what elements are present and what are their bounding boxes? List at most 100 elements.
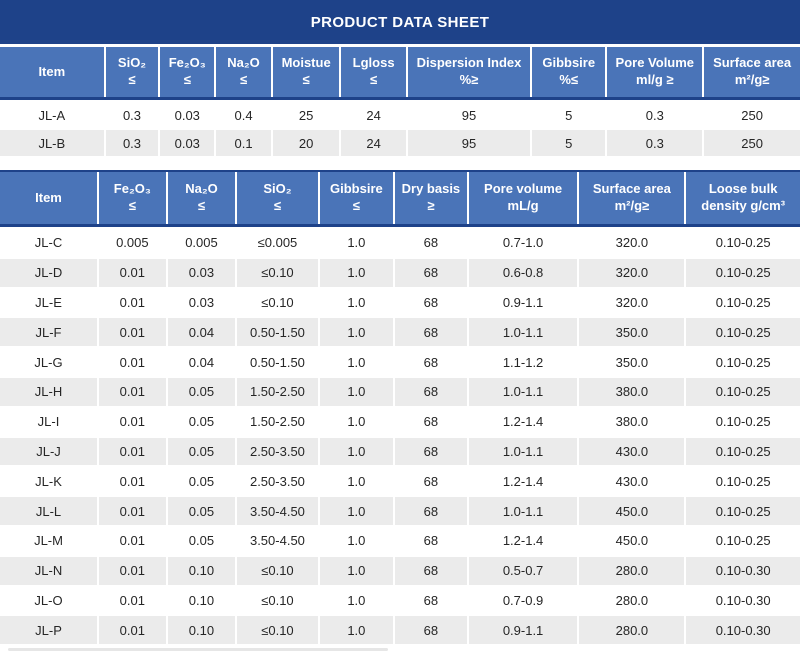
table-cell: 280.0 <box>579 556 685 585</box>
header-cell: Pore volume mL/g <box>468 172 578 224</box>
table-cell: 430.0 <box>579 467 685 496</box>
header-label: Gibbsire <box>542 55 596 71</box>
table-cell: JL-D <box>0 258 98 287</box>
table-divider <box>0 156 800 170</box>
table-cell: JL-G <box>0 348 98 376</box>
table-cell: 1.0 <box>319 377 394 406</box>
table-cell: 1.0 <box>319 586 394 615</box>
table-cell: 68 <box>395 467 467 496</box>
header-constraint: ≥ <box>427 198 435 213</box>
table-cell: 2.50-3.50 <box>237 437 318 466</box>
header-constraint: ≤ <box>128 198 136 213</box>
table-cell: 0.01 <box>99 377 166 406</box>
table-cell: 0.3 <box>607 130 703 156</box>
table-cell: 320.0 <box>579 229 685 257</box>
header-cell: Item <box>0 172 98 224</box>
table-cell: 0.3 <box>607 102 703 128</box>
table-cell: 0.05 <box>167 467 236 496</box>
table-cell: 0.005 <box>99 229 166 257</box>
header-label: Surface area <box>592 181 671 197</box>
table-cell: 450.0 <box>579 526 685 555</box>
table-cell: 1.0-1.1 <box>468 318 578 347</box>
header-constraint: %≥ <box>459 72 479 87</box>
table-cell: 0.01 <box>99 288 166 317</box>
table-cell: 0.10-0.30 <box>686 586 800 615</box>
table-cell: 1.1-1.2 <box>468 348 578 376</box>
table-cell: 1.0 <box>319 318 394 347</box>
table-cell: ≤0.10 <box>237 586 318 615</box>
header-constraint: m²/g≥ <box>734 72 770 87</box>
table-cell: 0.7-1.0 <box>468 229 578 257</box>
header-label: Na₂O <box>227 55 260 71</box>
header-cell: Gibbsire %≤ <box>532 47 606 97</box>
table-cell: 68 <box>395 258 467 287</box>
table-cell: 0.10-0.25 <box>686 526 800 555</box>
header-cell: Dry basis ≥ <box>395 172 467 224</box>
table-cell: 0.10-0.25 <box>686 348 800 376</box>
header-cell: Surface area m²/g≥ <box>579 172 685 224</box>
table-cell: 280.0 <box>579 616 685 645</box>
table-cell: 0.05 <box>167 377 236 406</box>
table-cell: 95 <box>407 130 531 156</box>
table-cell: 3.50-4.50 <box>237 497 318 525</box>
table-cell: JL-L <box>0 497 98 525</box>
table-cell: 0.10-0.25 <box>686 377 800 406</box>
header-cell: Fe₂O₃ ≤ <box>160 47 215 97</box>
table-cell: ≤0.10 <box>237 288 318 317</box>
table-cell: JL-I <box>0 407 98 436</box>
spec-table-bottom: Item Fe₂O₃ ≤ Na₂O ≤ SiO₂ ≤ Gibbsire ≤ Dry basis ≥ P… <box>0 170 800 645</box>
spec-table-top-header: Item SiO₂ ≤ Fe₂O₃ ≤ Na₂O ≤ Moistue ≤ Lgloss ≤ Dispe… <box>0 47 800 100</box>
table-cell: JL-J <box>0 437 98 466</box>
table-cell: 1.0 <box>319 497 394 525</box>
header-label: Dry basis <box>401 181 461 197</box>
table-cell: 0.01 <box>99 318 166 347</box>
table-cell: 68 <box>395 586 467 615</box>
table-cell: 0.7-0.9 <box>468 586 578 615</box>
header-label: Lgloss <box>352 55 395 71</box>
table-cell: 68 <box>395 288 467 317</box>
header-cell: Surface area m²/g≥ <box>704 47 800 97</box>
table-cell: 0.01 <box>99 258 166 287</box>
table-cell: 0.03 <box>160 130 215 156</box>
table-cell: 0.50-1.50 <box>237 348 318 376</box>
header-constraint: ≤ <box>302 72 310 87</box>
header-cell: Fe₂O₃ ≤ <box>99 172 166 224</box>
table-cell: 250 <box>704 102 800 128</box>
table-cell: JL-O <box>0 586 98 615</box>
header-constraint: ≤ <box>273 198 282 213</box>
cutoff-row-artifact <box>8 648 388 651</box>
table-cell: 0.05 <box>167 497 236 525</box>
table-cell: 280.0 <box>579 586 685 615</box>
table-cell: JL-K <box>0 467 98 496</box>
header-cell: Na₂O ≤ <box>216 47 271 97</box>
table-cell: 0.05 <box>167 526 236 555</box>
table-cell: 24 <box>341 130 406 156</box>
table-cell: ≤0.10 <box>237 616 318 645</box>
header-constraint: ≤ <box>197 198 206 213</box>
header-label: Pore Volume <box>615 55 695 71</box>
spec-table-bottom-header: Item Fe₂O₃ ≤ Na₂O ≤ SiO₂ ≤ Gibbsire ≤ Dry basis ≥ P… <box>0 170 800 227</box>
table-cell: JL-E <box>0 288 98 317</box>
table-cell: 0.03 <box>167 288 236 317</box>
header-label: Item <box>35 189 62 205</box>
header-label: Na₂O <box>185 181 218 197</box>
table-cell: JL-F <box>0 318 98 347</box>
table-cell: ≤0.10 <box>237 556 318 585</box>
table-cell: 0.1 <box>216 130 271 156</box>
page-title: PRODUCT DATA SHEET <box>310 13 490 31</box>
table-cell: 1.0 <box>319 437 394 466</box>
table-cell: 5 <box>532 102 606 128</box>
table-cell: 24 <box>341 102 406 128</box>
table-cell: 1.0 <box>319 616 394 645</box>
header-label: SiO₂ <box>263 181 292 197</box>
table-cell: ≤0.005 <box>237 229 318 257</box>
table-cell: 68 <box>395 437 467 466</box>
header-cell: Pore Volume ml/g ≥ <box>607 47 703 97</box>
table-cell: 0.5-0.7 <box>468 556 578 585</box>
table-cell: 0.01 <box>99 407 166 436</box>
table-cell: ≤0.10 <box>237 258 318 287</box>
table-cell: 1.0-1.1 <box>468 377 578 406</box>
table-cell: 350.0 <box>579 318 685 347</box>
header-label: Surface area <box>713 55 792 71</box>
